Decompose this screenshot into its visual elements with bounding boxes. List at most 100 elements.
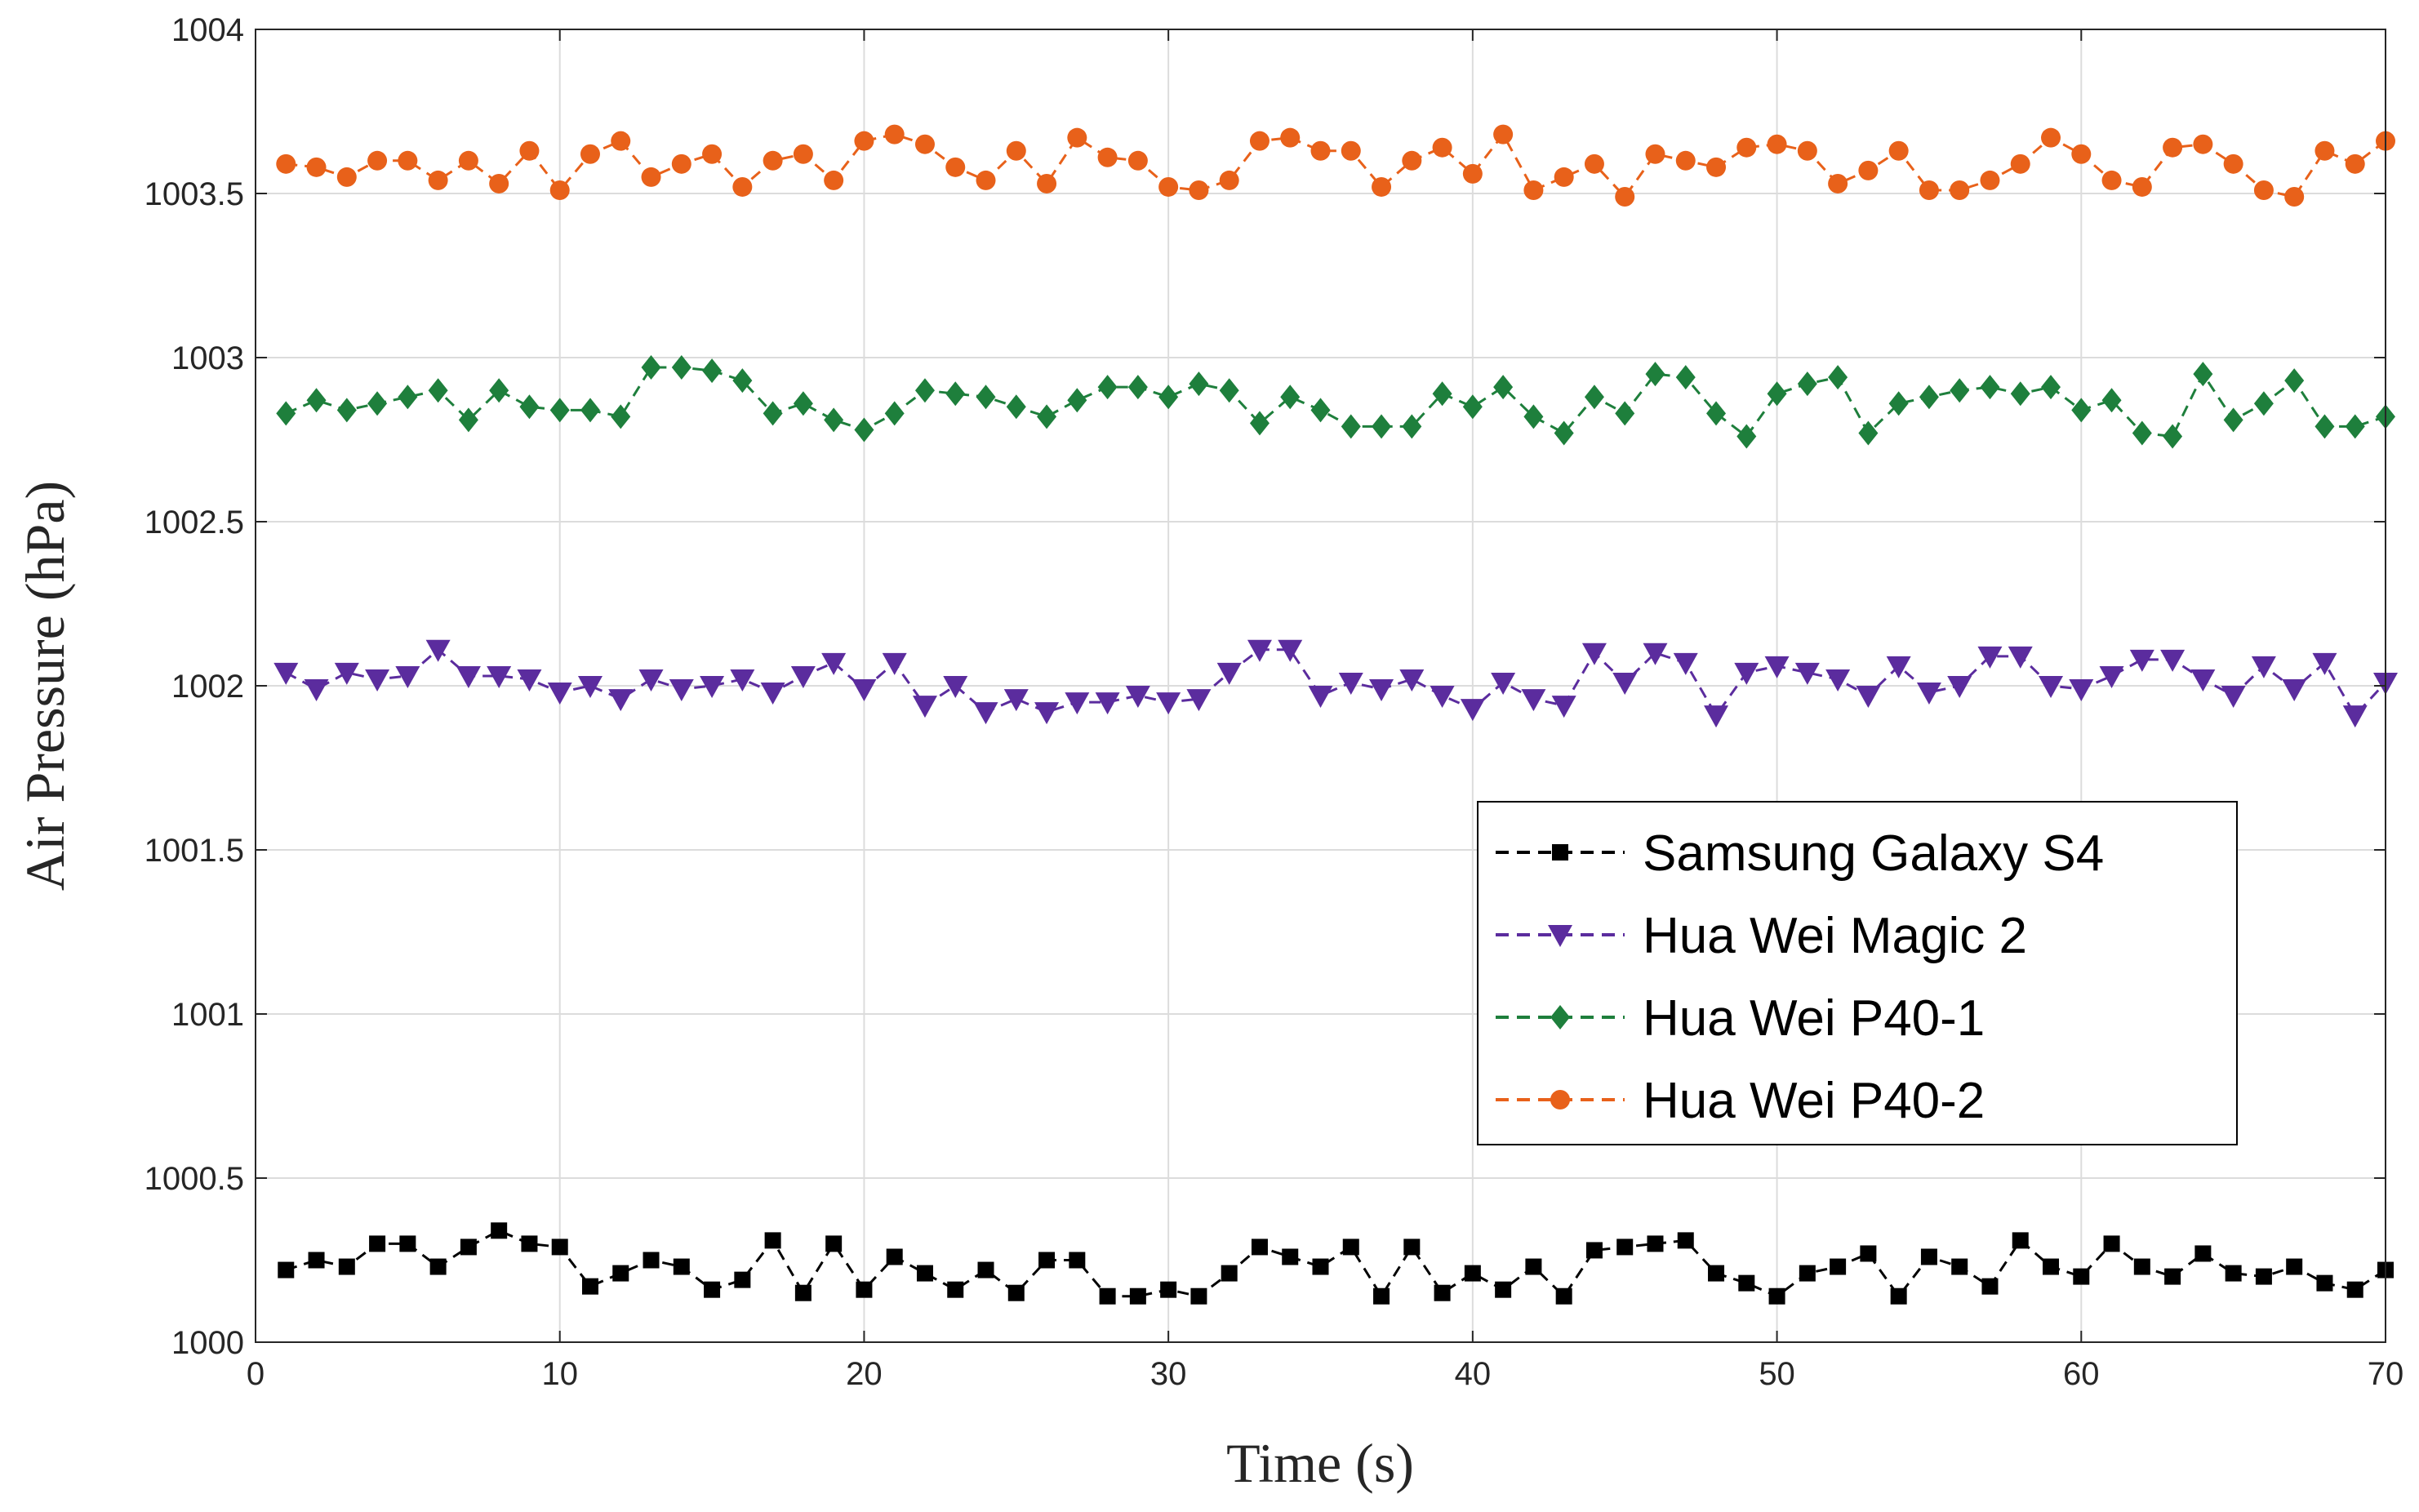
data-point-samsung-galaxy-s4 — [1860, 1245, 1877, 1262]
data-point-samsung-galaxy-s4 — [1464, 1265, 1481, 1282]
data-point-hua-wei-magic-2 — [1977, 646, 2003, 669]
data-point-samsung-galaxy-s4 — [916, 1265, 933, 1282]
data-point-hua-wei-magic-2 — [456, 665, 481, 688]
data-point-hua-wei-p40-1 — [732, 368, 753, 394]
data-point-hua-wei-p40-2 — [2132, 176, 2152, 197]
data-point-hua-wei-magic-2 — [790, 665, 816, 688]
legend-marker — [1550, 1090, 1570, 1110]
data-point-hua-wei-p40-1 — [519, 394, 540, 420]
data-point-hua-wei-p40-2 — [1462, 163, 1483, 184]
legend-label: Samsung Galaxy S4 — [1643, 825, 2104, 882]
data-point-samsung-galaxy-s4 — [1585, 1242, 1603, 1259]
data-point-hua-wei-magic-2 — [1065, 692, 1090, 715]
data-point-hua-wei-p40-1 — [2132, 420, 2152, 446]
data-point-samsung-galaxy-s4 — [1373, 1287, 1390, 1305]
data-point-samsung-galaxy-s4 — [1160, 1281, 1177, 1298]
data-point-samsung-galaxy-s4 — [2043, 1258, 2060, 1275]
data-point-hua-wei-magic-2 — [1491, 672, 1516, 695]
data-point-hua-wei-p40-1 — [1584, 385, 1604, 410]
data-point-hua-wei-p40-1 — [398, 385, 418, 410]
data-point-hua-wei-p40-1 — [2010, 381, 2030, 407]
data-point-samsung-galaxy-s4 — [886, 1248, 903, 1265]
x-tick-label: 30 — [1150, 1356, 1187, 1392]
data-point-hua-wei-p40-1 — [641, 355, 661, 380]
series-hua-wei-magic-2 — [273, 639, 2398, 728]
series-hua-wei-p40-1 — [276, 355, 2395, 449]
data-point-hua-wei-p40-2 — [1341, 140, 1361, 161]
data-point-samsung-galaxy-s4 — [1221, 1265, 1238, 1282]
data-point-samsung-galaxy-s4 — [1190, 1287, 1207, 1305]
data-point-hua-wei-magic-2 — [1338, 672, 1363, 695]
data-point-hua-wei-magic-2 — [1003, 689, 1029, 712]
data-point-samsung-galaxy-s4 — [2225, 1265, 2242, 1282]
data-point-hua-wei-magic-2 — [1125, 686, 1150, 709]
data-point-hua-wei-p40-2 — [1280, 127, 1301, 148]
series-line-hua-wei-p40-2 — [286, 131, 2386, 199]
x-tick-label: 0 — [247, 1356, 265, 1392]
data-point-hua-wei-magic-2 — [517, 669, 542, 692]
data-point-hua-wei-p40-2 — [976, 170, 996, 190]
data-point-samsung-galaxy-s4 — [338, 1258, 355, 1275]
y-tick-label: 1002.5 — [145, 505, 244, 540]
data-point-hua-wei-p40-1 — [336, 398, 357, 423]
data-point-samsung-galaxy-s4 — [673, 1258, 690, 1275]
x-tick-label: 20 — [846, 1356, 883, 1392]
data-point-samsung-galaxy-s4 — [1799, 1265, 1816, 1282]
data-point-samsung-galaxy-s4 — [2103, 1235, 2120, 1252]
data-point-hua-wei-p40-1 — [367, 391, 388, 416]
data-point-hua-wei-magic-2 — [2312, 652, 2337, 675]
data-point-hua-wei-magic-2 — [638, 669, 664, 692]
data-point-hua-wei-p40-2 — [458, 150, 478, 171]
data-point-hua-wei-p40-2 — [1584, 153, 1604, 174]
data-point-hua-wei-p40-1 — [1280, 385, 1301, 410]
y-tick-label: 1001 — [171, 997, 244, 1033]
data-point-samsung-galaxy-s4 — [1038, 1252, 1056, 1269]
data-point-hua-wei-p40-2 — [732, 176, 753, 197]
data-point-samsung-galaxy-s4 — [1768, 1287, 1785, 1305]
data-point-hua-wei-p40-2 — [1493, 124, 1514, 145]
data-point-hua-wei-p40-1 — [1706, 401, 1727, 426]
data-point-hua-wei-p40-1 — [793, 391, 813, 416]
data-point-hua-wei-magic-2 — [334, 662, 359, 685]
data-point-hua-wei-magic-2 — [1216, 662, 1242, 685]
data-point-samsung-galaxy-s4 — [1434, 1284, 1451, 1301]
data-point-hua-wei-p40-1 — [1158, 385, 1179, 410]
data-point-hua-wei-p40-1 — [1037, 404, 1057, 429]
axes: 0 10 20 30 40 50 60 70 1000 1000.5 1001 1001.5 1002 1… — [145, 12, 2404, 1392]
data-point-hua-wei-p40-2 — [1797, 140, 1817, 161]
data-point-samsung-galaxy-s4 — [1951, 1258, 1968, 1275]
data-point-hua-wei-p40-1 — [1950, 378, 1970, 403]
data-point-hua-wei-p40-2 — [1310, 140, 1331, 161]
data-point-hua-wei-p40-2 — [1919, 180, 1939, 200]
series-hua-wei-p40-2 — [276, 124, 2395, 207]
data-point-hua-wei-magic-2 — [1886, 656, 1911, 678]
data-point-samsung-galaxy-s4 — [1525, 1258, 1542, 1275]
data-point-samsung-galaxy-s4 — [1708, 1265, 1725, 1282]
data-point-hua-wei-p40-2 — [2010, 153, 2030, 174]
data-point-hua-wei-p40-1 — [2345, 414, 2365, 439]
data-point-hua-wei-p40-1 — [1432, 381, 1452, 407]
data-point-hua-wei-p40-1 — [1828, 365, 1848, 390]
data-point-hua-wei-p40-2 — [1645, 144, 1665, 164]
data-point-hua-wei-p40-1 — [2284, 368, 2305, 394]
data-point-hua-wei-magic-2 — [2069, 679, 2094, 702]
data-point-hua-wei-p40-1 — [2315, 414, 2335, 439]
data-point-hua-wei-magic-2 — [1947, 676, 1972, 698]
legend-label: Hua Wei P40-1 — [1643, 990, 1985, 1047]
data-point-hua-wei-p40-1 — [1615, 401, 1635, 426]
data-point-hua-wei-magic-2 — [2008, 646, 2033, 669]
x-tick-label: 60 — [2063, 1356, 2100, 1392]
legend-item-hua-wei-p40-2: Hua Wei P40-2 — [1496, 1073, 1985, 1129]
x-tick-label: 70 — [2368, 1356, 2404, 1392]
data-point-hua-wei-p40-2 — [824, 170, 844, 190]
data-point-hua-wei-p40-1 — [458, 407, 478, 433]
data-point-hua-wei-magic-2 — [1521, 689, 1546, 712]
data-point-hua-wei-p40-1 — [2163, 424, 2183, 449]
data-point-hua-wei-p40-2 — [1372, 176, 1392, 197]
data-point-samsung-galaxy-s4 — [2194, 1245, 2212, 1262]
data-point-hua-wei-p40-2 — [1736, 137, 1757, 158]
data-point-hua-wei-p40-2 — [1037, 173, 1057, 193]
data-point-hua-wei-p40-2 — [1554, 167, 1574, 187]
data-point-hua-wei-p40-2 — [884, 124, 905, 145]
y-tick-label: 1001.5 — [145, 833, 244, 869]
